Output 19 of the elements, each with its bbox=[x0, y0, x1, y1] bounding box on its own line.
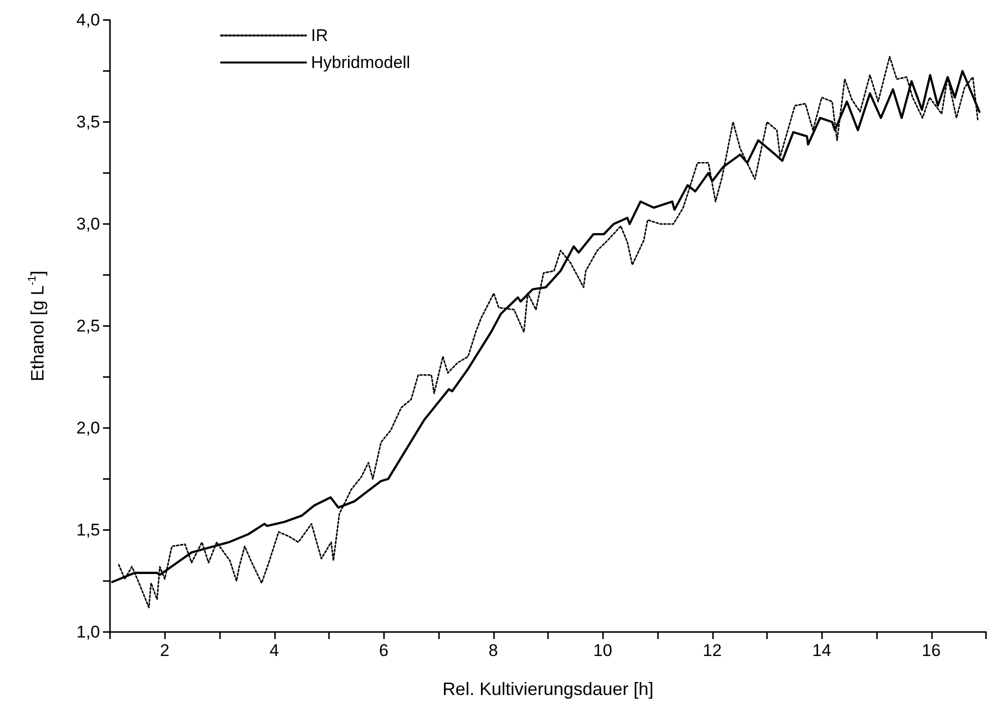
y-tick-label: 2,0 bbox=[76, 418, 100, 438]
y-tick-label: 1,5 bbox=[76, 520, 100, 540]
x-tick-label: 14 bbox=[812, 641, 832, 660]
y-tick-label: 3,5 bbox=[76, 112, 100, 132]
y-tick-label: 4,0 bbox=[76, 10, 100, 30]
x-tick-label: 8 bbox=[488, 641, 498, 660]
y-tick-label: 2,5 bbox=[76, 316, 100, 336]
x-tick-label: 6 bbox=[379, 641, 388, 660]
x-axis-title: Rel. Kultivierungsdauer [h] bbox=[442, 679, 654, 699]
x-tick-label: 2 bbox=[160, 641, 170, 660]
y-tick-label: 3,0 bbox=[76, 214, 100, 234]
x-tick-label: 4 bbox=[270, 641, 279, 660]
legend-label: IR bbox=[311, 26, 328, 45]
x-tick-label: 12 bbox=[702, 641, 722, 660]
x-tick-label: 16 bbox=[922, 641, 941, 660]
x-tick-label: 10 bbox=[593, 641, 612, 660]
y-axis-title: Ethanol [g L-1] bbox=[26, 270, 48, 382]
y-tick-label: 1,0 bbox=[76, 622, 100, 642]
legend-label: Hybridmodell bbox=[311, 53, 410, 72]
